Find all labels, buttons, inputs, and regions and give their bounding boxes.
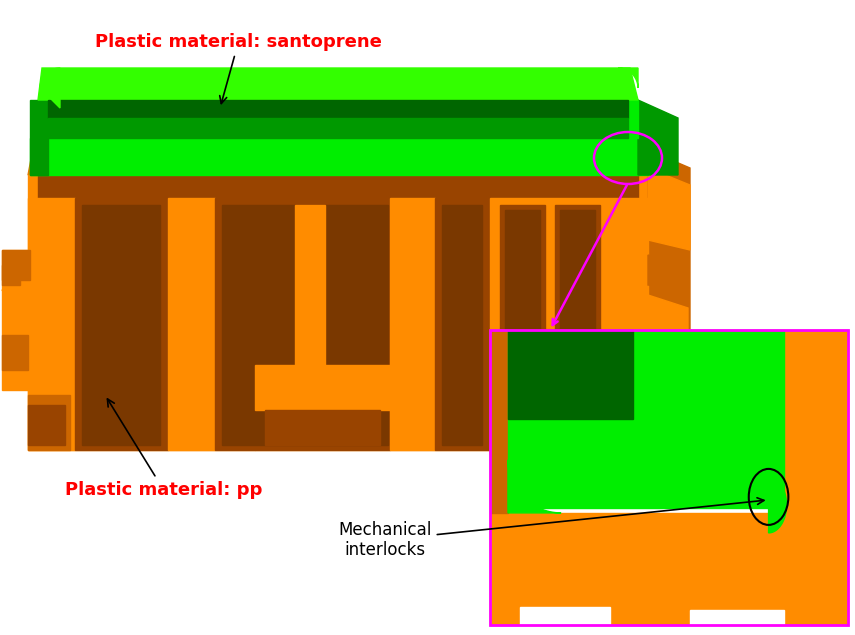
Polygon shape	[508, 330, 634, 418]
Polygon shape	[508, 460, 561, 513]
Bar	[490, 330, 848, 625]
Polygon shape	[500, 205, 545, 445]
Polygon shape	[490, 330, 508, 513]
Polygon shape	[255, 198, 390, 450]
Polygon shape	[435, 198, 490, 450]
Text: Plastic material: santoprene: Plastic material: santoprene	[95, 33, 382, 104]
Polygon shape	[295, 205, 325, 365]
Polygon shape	[2, 265, 20, 285]
Polygon shape	[28, 175, 648, 450]
Polygon shape	[222, 205, 388, 445]
Polygon shape	[38, 175, 638, 198]
Polygon shape	[442, 205, 482, 445]
Polygon shape	[28, 405, 65, 445]
Polygon shape	[555, 205, 600, 445]
Polygon shape	[490, 330, 848, 625]
Polygon shape	[508, 330, 783, 508]
Polygon shape	[690, 610, 783, 625]
Polygon shape	[48, 100, 628, 118]
Text: Plastic material: pp: Plastic material: pp	[65, 399, 262, 499]
Polygon shape	[2, 250, 30, 280]
Polygon shape	[40, 68, 60, 108]
Polygon shape	[648, 295, 688, 338]
Polygon shape	[38, 68, 638, 100]
Polygon shape	[215, 198, 255, 450]
Polygon shape	[490, 198, 648, 450]
Polygon shape	[648, 255, 685, 290]
Polygon shape	[490, 513, 848, 625]
Polygon shape	[2, 335, 28, 370]
Polygon shape	[638, 100, 678, 175]
Polygon shape	[82, 205, 160, 445]
Polygon shape	[648, 378, 690, 440]
Polygon shape	[168, 198, 215, 450]
Polygon shape	[48, 118, 628, 138]
Polygon shape	[505, 210, 540, 440]
Polygon shape	[265, 410, 380, 445]
Polygon shape	[390, 198, 435, 450]
Polygon shape	[30, 138, 648, 175]
Polygon shape	[28, 198, 75, 450]
Polygon shape	[769, 477, 787, 533]
Polygon shape	[28, 138, 648, 175]
Polygon shape	[2, 275, 45, 330]
Polygon shape	[520, 607, 610, 625]
Polygon shape	[75, 198, 168, 450]
Polygon shape	[2, 250, 30, 390]
Polygon shape	[255, 365, 390, 410]
Polygon shape	[648, 150, 690, 450]
Polygon shape	[648, 342, 685, 375]
Polygon shape	[618, 68, 638, 88]
Polygon shape	[783, 330, 848, 513]
Polygon shape	[38, 100, 638, 138]
Polygon shape	[30, 100, 48, 175]
Text: Mechanical
interlocks: Mechanical interlocks	[339, 498, 764, 559]
Polygon shape	[648, 168, 690, 250]
Polygon shape	[28, 395, 70, 450]
Polygon shape	[560, 210, 595, 440]
